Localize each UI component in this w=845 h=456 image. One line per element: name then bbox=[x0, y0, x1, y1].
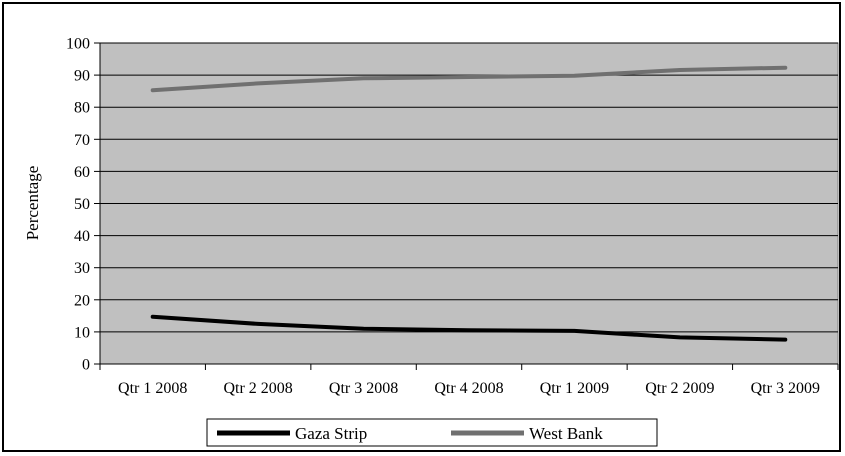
y-tick-label: 80 bbox=[74, 100, 90, 117]
y-axis-ticks: 0 10 20 30 40 50 60 70 80 90 100 bbox=[66, 36, 100, 374]
y-tick-label: 30 bbox=[74, 260, 90, 277]
y-tick-label: 50 bbox=[74, 196, 90, 213]
legend: Gaza Strip West Bank bbox=[206, 418, 658, 447]
x-tick-label: Qtr 3 2009 bbox=[751, 380, 820, 397]
y-axis-label: Percentage bbox=[23, 166, 42, 241]
x-tick-label: Qtr 1 2008 bbox=[118, 380, 187, 397]
x-axis-ticks: Qtr 1 2008 Qtr 2 2008 Qtr 3 2008 Qtr 4 2008… bbox=[99, 364, 839, 397]
y-tick-label: 10 bbox=[74, 324, 90, 341]
series-line-west-bank bbox=[150, 65, 788, 93]
y-tick-label: 0 bbox=[82, 357, 90, 374]
series-lines bbox=[150, 65, 788, 342]
x-tick-label: Qtr 3 2008 bbox=[329, 380, 398, 397]
y-tick-label: 40 bbox=[74, 228, 90, 245]
y-tick-label: 60 bbox=[74, 164, 90, 181]
legend-label-gaza-strip: Gaza Strip bbox=[295, 424, 367, 443]
x-tick-label: Qtr 1 2009 bbox=[540, 380, 609, 397]
y-tick-label: 70 bbox=[74, 132, 90, 149]
legend-label-west-bank: West Bank bbox=[529, 424, 603, 443]
y-tick-label: 100 bbox=[66, 36, 90, 53]
x-tick-label: Qtr 2 2009 bbox=[645, 380, 714, 397]
y-tick-label: 90 bbox=[74, 68, 90, 85]
gridlines bbox=[100, 42, 838, 333]
x-tick-label: Qtr 2 2008 bbox=[223, 380, 292, 397]
y-tick-label: 20 bbox=[74, 292, 90, 309]
x-tick-label: Qtr 4 2008 bbox=[434, 380, 503, 397]
series-line-gaza-strip bbox=[150, 314, 788, 342]
